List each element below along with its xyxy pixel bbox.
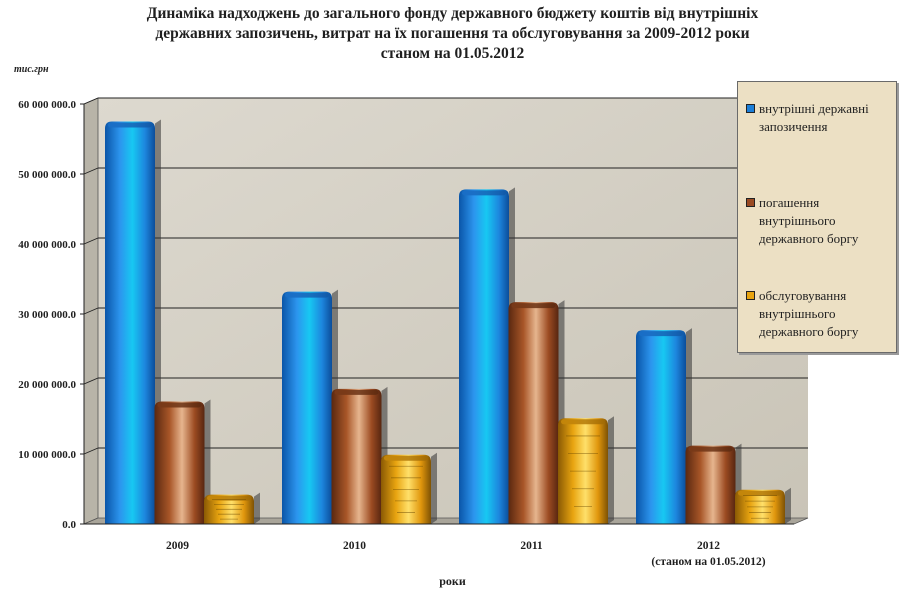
bar-top [384,455,428,461]
bar-top [688,446,733,452]
bar-servicing-2012 [735,487,791,524]
bar-top [334,389,379,395]
bar-top [738,490,782,496]
bar-side [431,452,437,524]
x-tick-label: 2011 [520,540,543,552]
y-tick-label: 40 000 000.0 [18,239,76,251]
bar-body [685,445,736,524]
x-axis: 2009 2010 2011 2012 (станом на 01.05.2012) [84,523,794,568]
bar-top [108,122,152,128]
y-tick-label: 10 000 000.0 [18,449,76,461]
y-tick-label: 20 000 000.0 [18,379,76,391]
gridline-side [83,307,99,315]
x-axis-title: роки [439,574,466,588]
bar-body [105,121,155,524]
gridline-side [83,237,99,245]
bar-top [561,419,605,425]
y-tick-label: 30 000 000.0 [18,309,76,321]
y-tick-label: 50 000 000.0 [18,169,76,181]
x-tick-label: 2010 [343,540,366,552]
gridline-side [83,377,99,385]
chart-title-line-2: державних запозичень, витрат на їх погаш… [155,25,750,42]
bar-borrowing-2012 [636,328,692,524]
bar-body [331,388,382,524]
x-tick-label: 2009 [166,540,189,552]
bar-top [462,190,506,196]
bar-side [608,416,614,524]
bar-servicing-2011 [558,416,614,524]
x-tick-sublabel: (станом на 01.05.2012) [651,556,765,568]
bar-servicing-2010 [381,452,437,524]
bar-side [785,487,791,524]
y-axis: 0.0 10 000 000.0 20 000 000.0 30 000 000.0 4… [18,99,85,531]
bar-repayment-2011 [508,300,565,524]
legend-swatch-borrowing [746,104,755,113]
gridline-side [83,97,99,105]
bar-body [636,330,686,524]
bar-borrowing-2010 [282,289,338,524]
legend-label-servicing: обслуговування внутрішнього державного б… [759,288,859,339]
bar-borrowing-2009 [105,119,161,524]
bar-body [459,189,509,524]
bar-side [254,492,260,524]
legend: внутрішні державні запозичення погашення… [737,81,897,353]
bar-repayment-2012 [685,443,742,524]
y-tick-label: 0.0 [62,519,76,531]
x-tick-label: 2012 [697,540,720,552]
bar-servicing-2009 [204,492,260,524]
legend-label-borrowing: внутрішні державні запозичення [759,101,869,134]
y-tick-label: 60 000 000.0 [18,99,76,111]
chart-title-line-3: станом на 01.05.2012 [380,45,525,62]
bar-top [639,331,683,337]
gridline-side [83,447,99,455]
unit-label: тис.грн [14,64,49,75]
legend-swatch-servicing [746,291,755,300]
bar-side [204,399,211,524]
bar-borrowing-2011 [459,187,515,524]
bar-body [282,291,332,524]
gridline-side [83,167,99,175]
bar-top [511,303,556,309]
bar-top [285,292,329,298]
bar-body [154,401,205,524]
bar-repayment-2009 [154,399,211,524]
legend-swatch-repayment [746,198,755,207]
chart-title-line-1: Динаміка надходжень до загального фонду … [146,5,759,22]
legend-label-repayment: погашення внутрішнього державного боргу [759,195,859,246]
bars [105,119,791,524]
bar-body [508,302,559,524]
bar-top [157,402,202,408]
bar-repayment-2010 [331,386,388,524]
